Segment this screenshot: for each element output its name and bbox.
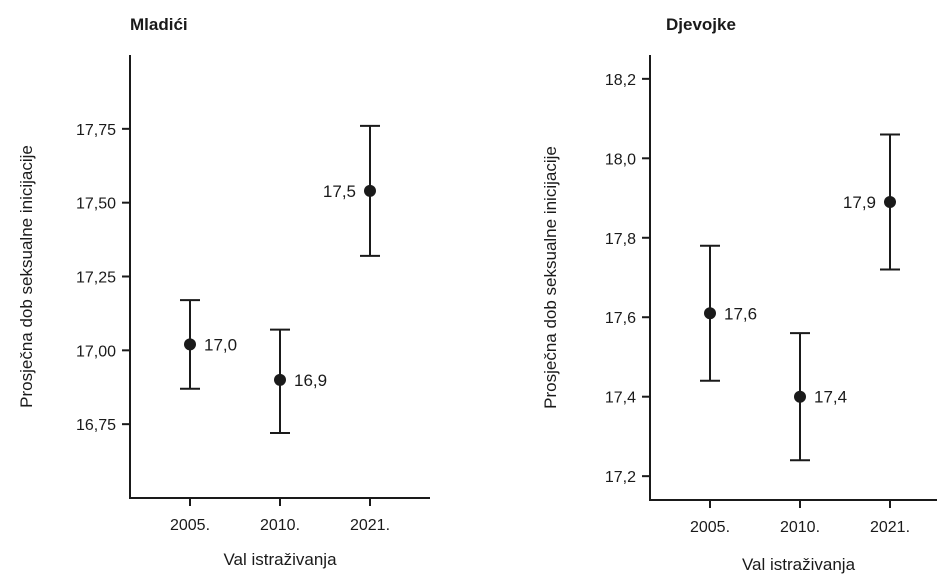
x-axis-label: Val istraživanja [742,555,856,574]
y-tick-label: 17,4 [605,390,636,407]
data-point [274,373,286,386]
y-tick-label: 18,0 [605,151,636,168]
axis-lines [649,55,937,501]
data-label: 17,4 [814,388,847,407]
x-tick-label: 2010. [260,517,300,534]
chart-title: Mladići [130,15,188,34]
y-axis-label: Prosječna dob seksualne inicijacije [541,146,560,409]
x-tick-label: 2005. [170,517,210,534]
x-tick-label: 2021. [870,519,910,536]
data-label: 17,0 [204,335,237,354]
chart-young-men: Mladići 16,75 17,00 17,25 17,50 17,75 2005. 201… [17,15,430,569]
data-point [704,307,716,320]
y-tick-label: 16,75 [76,417,116,434]
x-tick-label: 2005. [690,519,730,536]
data-label: 17,5 [323,182,356,201]
y-tick-label: 17,2 [605,469,636,486]
chart-title: Djevojke [666,15,736,34]
y-tick-label: 17,00 [76,343,116,360]
data-label: 17,9 [843,193,876,212]
x-tick-label: 2021. [350,517,390,534]
data-label: 17,6 [724,304,757,323]
x-tick-label: 2010. [780,519,820,536]
data-point [364,184,376,197]
y-tick-label: 17,75 [76,122,116,139]
y-tick-label: 18,2 [605,72,636,89]
data-label: 16,9 [294,371,327,390]
chart-young-women: Djevojke 17,2 17,4 17,6 17,8 18,0 18,2 2005. 201… [541,15,937,574]
y-tick-label: 17,6 [605,310,636,327]
y-tick-label: 17,50 [76,196,116,213]
x-axis-label: Val istraživanja [223,550,337,569]
y-tick-label: 17,8 [605,231,636,248]
y-tick-label: 17,25 [76,270,116,287]
data-point [884,196,896,209]
data-point [794,390,806,403]
data-point [184,338,196,351]
y-axis-label: Prosječna dob seksualne inicijacije [17,145,36,408]
